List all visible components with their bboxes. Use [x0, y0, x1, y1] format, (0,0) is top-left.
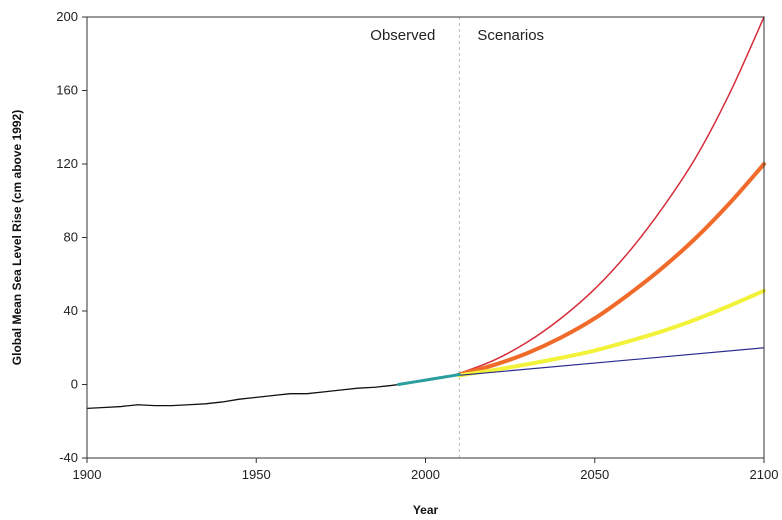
y-axis-title: Global Mean Sea Level Rise (cm above 199… — [10, 110, 24, 365]
scenarios-label: Scenarios — [477, 27, 544, 44]
y-tick-label: 0 — [71, 377, 78, 392]
scenario-series-line-1 — [458, 16, 765, 375]
y-tick-label: 200 — [56, 9, 78, 24]
y-tick-label: 80 — [64, 230, 78, 245]
x-tick-label: 2100 — [750, 467, 779, 482]
chart-marks — [82, 16, 766, 463]
x-tick-label: 2050 — [580, 467, 609, 482]
scenario-series-line-2 — [457, 162, 766, 377]
plot-frame — [86, 16, 765, 459]
y-tick-label: 40 — [64, 303, 78, 318]
x-tick-label: 1900 — [73, 467, 102, 482]
y-tick-label: -40 — [59, 450, 78, 465]
scenario-series-line-3 — [457, 288, 766, 378]
y-tick-label: 160 — [56, 83, 78, 98]
x-tick-label: 2000 — [411, 467, 440, 482]
x-axis-title: Year — [413, 503, 439, 517]
x-tick-label: 1950 — [242, 467, 271, 482]
observed-label: Observed — [370, 27, 435, 44]
scenario-series-line-4 — [458, 347, 765, 376]
observed-satellite-line — [396, 372, 461, 386]
y-tick-label: 120 — [56, 156, 78, 171]
observed-series-line — [86, 383, 399, 410]
